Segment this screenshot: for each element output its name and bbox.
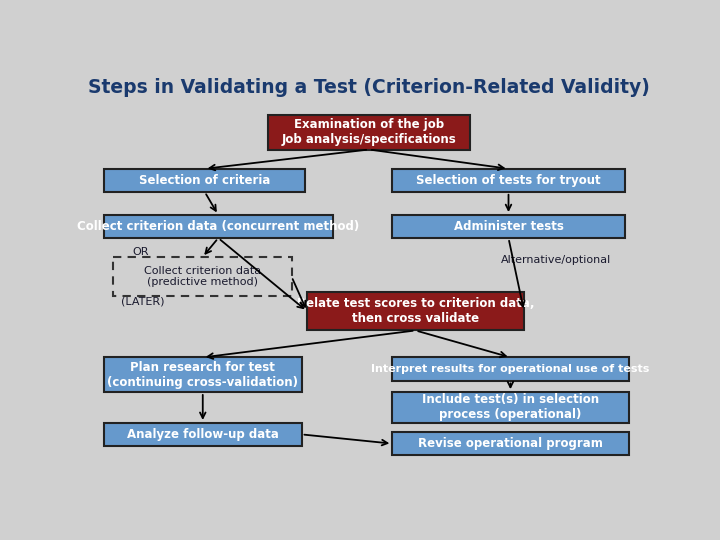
- FancyBboxPatch shape: [104, 357, 302, 392]
- FancyBboxPatch shape: [269, 115, 469, 150]
- Text: Selection of criteria: Selection of criteria: [139, 174, 271, 187]
- Text: Revise operational program: Revise operational program: [418, 437, 603, 450]
- FancyBboxPatch shape: [392, 432, 629, 455]
- FancyBboxPatch shape: [307, 292, 524, 330]
- FancyBboxPatch shape: [392, 168, 625, 192]
- FancyBboxPatch shape: [104, 215, 333, 238]
- Text: Plan research for test
(continuing cross-validation): Plan research for test (continuing cross…: [107, 361, 298, 389]
- Text: Selection of tests for tryout: Selection of tests for tryout: [416, 174, 600, 187]
- Text: Include test(s) in selection
process (operational): Include test(s) in selection process (op…: [422, 394, 599, 421]
- Text: Alternative/optional: Alternative/optional: [500, 255, 611, 265]
- Text: Steps in Validating a Test (Criterion-Related Validity): Steps in Validating a Test (Criterion-Re…: [88, 78, 650, 97]
- Text: Relate test scores to criterion data,
then cross validate: Relate test scores to criterion data, th…: [297, 297, 534, 325]
- Text: Interpret results for operational use of tests: Interpret results for operational use of…: [372, 364, 649, 374]
- FancyBboxPatch shape: [392, 357, 629, 381]
- Text: Analyze follow-up data: Analyze follow-up data: [127, 428, 279, 441]
- Text: Collect criterion data (concurrent method): Collect criterion data (concurrent metho…: [77, 220, 359, 233]
- FancyBboxPatch shape: [104, 168, 305, 192]
- FancyBboxPatch shape: [392, 215, 625, 238]
- FancyBboxPatch shape: [113, 257, 292, 296]
- Text: (LATER): (LATER): [121, 297, 164, 307]
- Text: Administer tests: Administer tests: [454, 220, 564, 233]
- Text: Examination of the job
Job analysis/specifications: Examination of the job Job analysis/spec…: [282, 118, 456, 146]
- Text: OR: OR: [132, 247, 149, 257]
- FancyBboxPatch shape: [392, 392, 629, 423]
- FancyBboxPatch shape: [104, 423, 302, 446]
- Text: Collect criterion data
(predictive method): Collect criterion data (predictive metho…: [144, 266, 261, 287]
